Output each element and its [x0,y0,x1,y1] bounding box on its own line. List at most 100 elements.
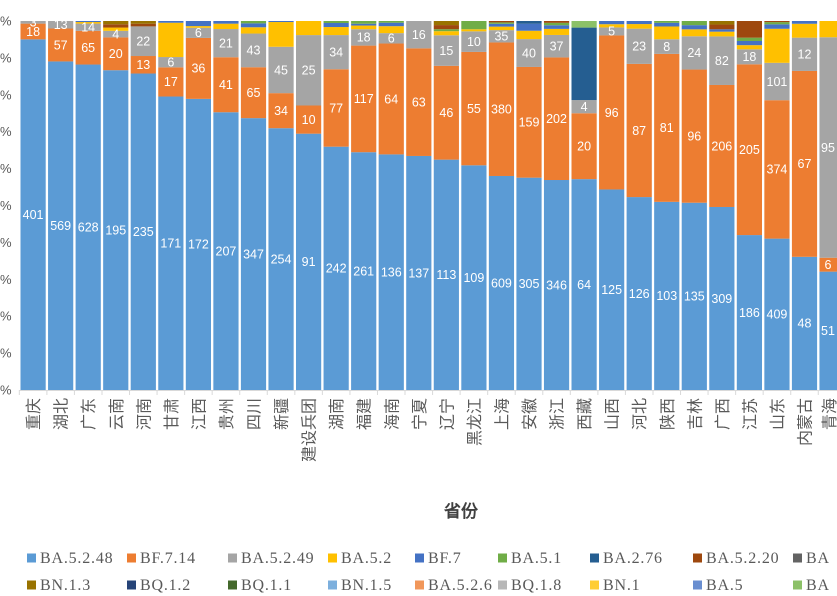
data-label-s1-ba-5-2-48-cat-24: 135 [684,290,705,304]
bar-s1-ba-5-2-48-cat-27 [764,238,790,390]
legend-item-14-ba-5-2-6: BA.5.2.6 [415,577,492,594]
data-label-s3-ba-5-2-49-cat-26: 18 [742,50,756,64]
legend-marker-7 [590,553,599,563]
data-label-s2-bf-7-14-cat-26: 205 [739,143,760,157]
bar-s1-ba-5-2-48-cat-22 [626,197,652,390]
data-label-s3-ba-5-2-49-cat-18: 40 [522,46,536,60]
bar-s1-ba-5-2-48-cat-24 [681,202,707,390]
data-label-s3-ba-5-2-49-cat-1: 13 [54,18,68,32]
bar-s4-ba-5-2-cat-2 [75,22,101,24]
legend-marker-14 [415,580,424,590]
bar-s1-ba-5-2-48-cat-28 [791,256,818,390]
bar-s3-ba-5-2-49-cat-29 [819,37,837,258]
bar-s2-bf-7-14-cat-23 [654,53,680,202]
bar-s4-ba-5-2-cat-12 [351,25,377,30]
bar-s10-bn-1-3-cat-25 [709,21,735,25]
data-label-s3-ba-5-2-49-cat-25: 82 [715,54,729,68]
x-tick-label-19: 浙江 [548,398,567,430]
bar-s5-bf-7-cat-22 [626,21,652,25]
bar-s3-ba-5-2-49-cat-0 [20,21,46,24]
data-label-s2-bf-7-14-cat-15: 46 [439,106,453,120]
data-label-s3-ba-5-2-49-cat-21: 5 [608,25,615,39]
bar-s5-bf-7-cat-23 [654,22,680,27]
data-label-s3-ba-5-2-49-cat-8: 43 [247,44,261,58]
bar-s3-ba-5-2-49-cat-2 [75,23,101,31]
data-label-s1-ba-5-2-48-cat-16: 109 [463,271,484,285]
x-tick-label-3: 云南 [107,398,126,430]
data-label-s2-bf-7-14-cat-18: 159 [519,116,540,130]
bar-s6-ba-5-1-cat-23 [654,21,680,23]
data-label-s3-ba-5-2-49-cat-5: 6 [167,55,174,69]
legend-item-16-bn-1: BN.1 [590,577,640,594]
data-label-s3-ba-5-2-49-cat-11: 34 [329,45,343,59]
bar-s2-bf-7-14-cat-0 [20,23,46,40]
data-label-s1-ba-5-2-48-cat-17: 609 [491,276,512,290]
bar-s2-bf-7-14-cat-16 [461,51,487,166]
data-label-s3-ba-5-2-49-cat-22: 23 [632,40,646,54]
data-label-s3-ba-5-2-49-cat-12: 18 [357,31,371,45]
x-tick-label-2: 广东 [79,398,98,430]
y-tick-label-7: % [0,272,12,287]
legend-marker-8 [693,553,702,563]
data-label-s2-bf-7-14-cat-4: 13 [136,58,150,72]
data-label-s2-bf-7-14-cat-12: 117 [354,92,374,106]
bar-s2-bf-7-14-cat-19 [543,57,570,181]
data-label-s1-ba-5-2-48-cat-5: 171 [160,237,181,251]
data-label-s3-ba-5-2-49-cat-2: 14 [81,21,95,35]
bar-s5-bf-7-cat-8 [240,23,267,28]
data-label-s2-bf-7-14-cat-0: 18 [26,25,40,39]
data-label-s2-bf-7-14-cat-13: 64 [384,92,398,106]
x-tick-label-6: 江西 [189,398,208,430]
bar-s5-bf-7-cat-25 [709,29,735,32]
legend-marker-17 [693,580,702,590]
data-label-s3-ba-5-2-49-cat-3: 4 [112,27,119,41]
bar-s3-ba-5-2-49-cat-1 [48,21,74,29]
legend-marker-16 [590,580,599,590]
bar-s3-ba-5-2-49-cat-13 [378,33,404,44]
bar-s4-ba-5-2-cat-24 [681,29,707,37]
bar-s2-bf-7-14-cat-18 [516,66,542,178]
y-tick-label-3: % [0,124,12,139]
bar-s5-bf-7-cat-9 [268,21,294,23]
bar-s2-bf-7-14-cat-20 [571,113,597,180]
legend-marker-13 [328,580,337,590]
bar-s5-bf-7-cat-18 [516,23,542,31]
bar-s6-ba-5-1-cat-17 [488,22,515,24]
bar-s2-bf-7-14-cat-21 [599,35,625,190]
bar-s2-bf-7-14-cat-7 [213,57,239,113]
data-label-s2-bf-7-14-cat-17: 380 [491,103,512,117]
bar-s4-ba-5-2-cat-23 [654,26,680,40]
y-tick-label-9: % [0,346,12,361]
x-axis-title: 省份 [443,501,479,522]
legend-marker-15 [498,580,507,590]
data-label-s1-ba-5-2-48-cat-12: 261 [353,264,374,278]
bar-s1-ba-5-2-48-cat-16 [461,165,487,390]
data-label-s3-ba-5-2-49-cat-4: 22 [136,35,150,49]
data-label-s2-bf-7-14-cat-25: 206 [711,139,732,153]
bar-s4-ba-5-2-cat-22 [626,24,652,29]
bar-s8-ba-5-2-20-cat-27 [764,21,790,23]
bar-s1-ba-5-2-48-cat-12 [351,152,377,390]
x-tick-label-5: 甘肃 [162,398,181,430]
legend-item-2-bf-7-14: BF.7.14 [127,550,195,567]
legend-label-8: BA.5.2.20 [706,550,779,567]
legend-label-1: BA.5.2.48 [40,550,113,567]
bar-s5-bf-7-cat-27 [764,24,790,29]
x-tick-label-17: 上海 [492,398,511,430]
bar-s5-bf-7-cat-19 [543,25,570,29]
bar-s5-bf-7-cat-13 [378,22,404,27]
bar-s4-ba-5-2-cat-9 [268,22,294,47]
x-tick-label-10: 建设兵团 [300,398,319,462]
bar-s3-ba-5-2-49-cat-26 [736,49,762,65]
bar-s4-ba-5-2-cat-5 [158,22,184,58]
bar-s5-bf-7-cat-28 [791,21,818,24]
data-label-s3-ba-5-2-49-cat-24: 24 [687,46,701,60]
data-label-s1-ba-5-2-48-cat-7: 207 [216,244,237,258]
bar-s1-ba-5-2-48-cat-3 [103,70,129,390]
legend-label-10: BN.1.3 [40,577,91,594]
data-label-s1-ba-5-2-48-cat-21: 125 [601,283,622,297]
legend-item-11-bq-1-2: BQ.1.2 [127,577,190,594]
bar-s3-ba-5-2-49-cat-19 [543,34,570,58]
bar-segments [20,21,837,391]
bar-s3-ba-5-2-49-cat-25 [709,36,735,85]
